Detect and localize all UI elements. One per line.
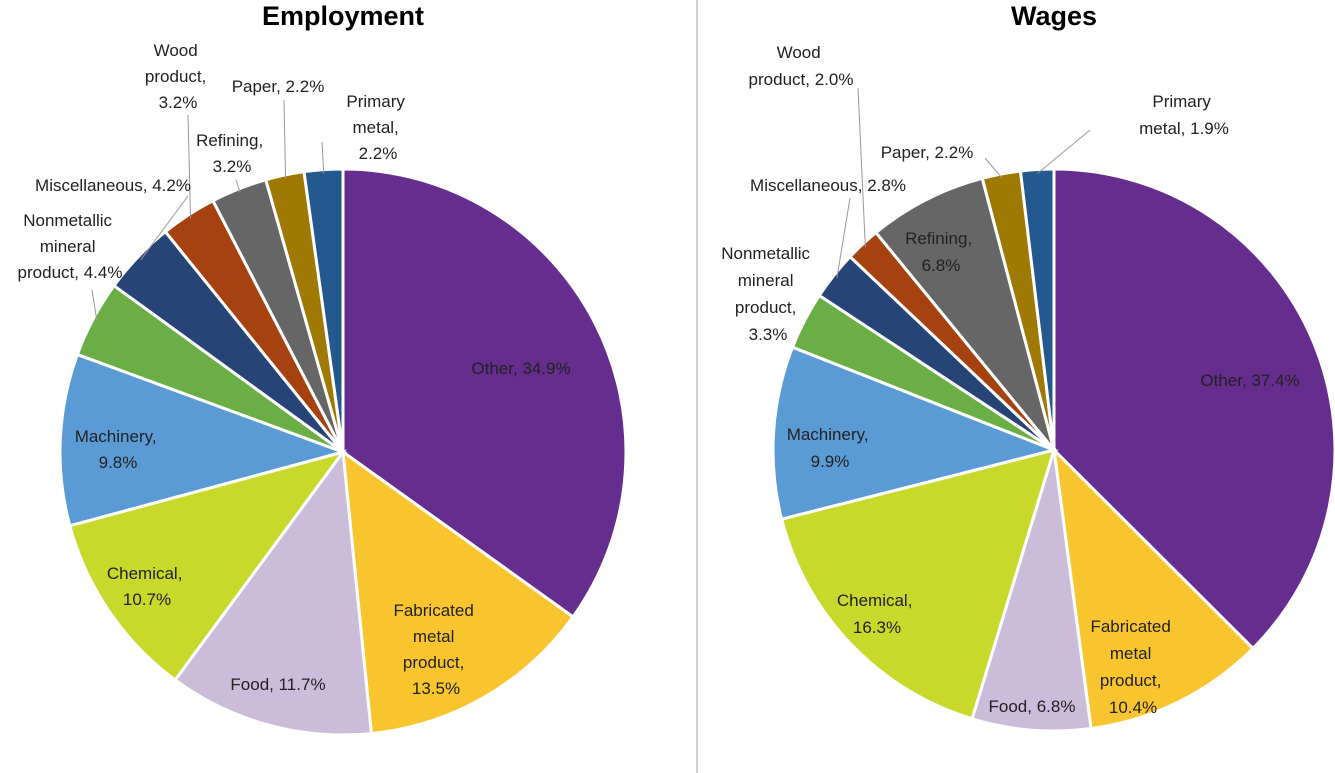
leader-line <box>857 87 866 248</box>
leader-line <box>91 289 98 321</box>
data-label: Chemical, 16.3% <box>837 591 917 637</box>
data-label: Wood product, 3.2% <box>145 41 211 112</box>
label-line: Miscellaneous, 4.2% <box>35 176 191 195</box>
data-label: Paper, 2.2% <box>881 143 974 162</box>
label-line: 13.5% <box>412 679 460 698</box>
pie-slice <box>1052 167 1335 651</box>
data-label: Refining, 3.2% <box>196 131 268 176</box>
label-line: Fabricated <box>393 601 478 620</box>
data-label: Miscellaneous, 2.8% <box>750 176 906 195</box>
label-line: 10.7% <box>123 590 171 609</box>
data-label: Miscellaneous, 4.2% <box>35 176 191 195</box>
label-line: Food, 6.8% <box>989 697 1076 716</box>
data-label: Chemical, 10.7% <box>107 564 187 609</box>
data-label: Primary metal, 1.9% <box>1139 92 1229 138</box>
data-label: Nonmetallic mineral product, 4.4% <box>18 211 123 282</box>
label-line: mineral <box>40 237 100 256</box>
label-line: 3.3% <box>749 325 788 344</box>
leader-line <box>836 197 851 278</box>
pie-slice <box>341 448 576 736</box>
label-line: Fabricated <box>1090 617 1175 636</box>
pie-slice <box>771 345 1059 521</box>
chart-title: Employment <box>262 1 424 31</box>
data-label: Fabricated metal product, 10.4% <box>1090 617 1175 717</box>
data-label: Machinery, 9.8% <box>75 427 162 472</box>
label-line: 9.9% <box>811 452 850 471</box>
label-line: metal, <box>352 118 403 137</box>
pie-slice <box>779 447 1057 721</box>
label-line: Nonmetallic <box>721 244 815 263</box>
label-line: Paper, 2.2% <box>881 143 974 162</box>
data-label: Other, 34.9% <box>471 359 570 378</box>
label-line: mineral <box>738 271 798 290</box>
label-line: Food, 11.7% <box>230 675 325 694</box>
label-line: Primary <box>1152 92 1215 111</box>
label-line: Paper, 2.2% <box>232 77 325 96</box>
pie-slice <box>173 447 374 737</box>
label-line: Machinery, <box>787 425 874 444</box>
pie-slice <box>873 176 1056 451</box>
leader-line <box>321 141 325 174</box>
label-line: 16.3% <box>853 618 901 637</box>
leader-line <box>187 114 192 219</box>
label-line: Primary <box>346 92 409 111</box>
data-label: Refining, 6.8% <box>905 229 977 275</box>
leader-line <box>1037 129 1091 174</box>
leader-line <box>283 99 287 179</box>
label-line: metal <box>413 627 459 646</box>
pie-slice <box>1051 445 1256 731</box>
label-line: 3.2% <box>213 157 252 176</box>
data-label: Food, 6.8% <box>989 697 1076 716</box>
label-line: Refining, <box>905 229 977 248</box>
data-label: Wood product, 2.0% <box>749 43 854 89</box>
label-line: Wood <box>777 43 826 62</box>
pie-slice <box>58 352 348 528</box>
label-line: product, <box>1100 671 1166 690</box>
pie-slice <box>1018 167 1056 451</box>
data-label: Paper, 2.2% <box>232 77 325 96</box>
label-line: Chemical, <box>837 591 917 610</box>
label-line: 9.8% <box>99 453 138 472</box>
chart-title: Wages <box>1011 1 1097 31</box>
label-line: metal, 1.9% <box>1139 119 1229 138</box>
pie-slice <box>341 167 628 619</box>
label-line: Other, 37.4% <box>1200 371 1299 390</box>
label-line: Machinery, <box>75 427 162 446</box>
label-line: Refining, <box>196 131 268 150</box>
label-line: Other, 34.9% <box>471 359 570 378</box>
data-label: Food, 11.7% <box>230 675 325 694</box>
label-line: 3.2% <box>159 93 198 112</box>
data-label: Primary metal, 2.2% <box>346 92 409 163</box>
data-label: Machinery, 9.9% <box>787 425 874 471</box>
label-line: metal <box>1110 644 1156 663</box>
label-line: Wood <box>154 41 203 60</box>
label-line: Miscellaneous, 2.8% <box>750 176 906 195</box>
pie-slice <box>67 449 347 682</box>
label-line: Chemical, <box>107 564 187 583</box>
label-line: Nonmetallic <box>23 211 117 230</box>
data-label: Nonmetallic mineral product, 3.3% <box>721 244 815 344</box>
label-line: product, <box>145 67 211 86</box>
label-line: 2.2% <box>359 144 398 163</box>
label-line: product, <box>403 653 469 672</box>
pie-slice <box>970 449 1093 733</box>
leader-line <box>140 195 189 261</box>
data-label: Fabricated metal product, 13.5% <box>393 601 478 698</box>
label-line: product, 4.4% <box>18 263 123 282</box>
leader-line <box>235 179 241 193</box>
label-line: 10.4% <box>1109 698 1157 717</box>
label-line: product, 2.0% <box>749 70 854 89</box>
label-line: product, <box>735 298 801 317</box>
label-line: 6.8% <box>922 256 961 275</box>
data-label: Other, 37.4% <box>1200 371 1299 390</box>
leader-line <box>984 157 1003 179</box>
